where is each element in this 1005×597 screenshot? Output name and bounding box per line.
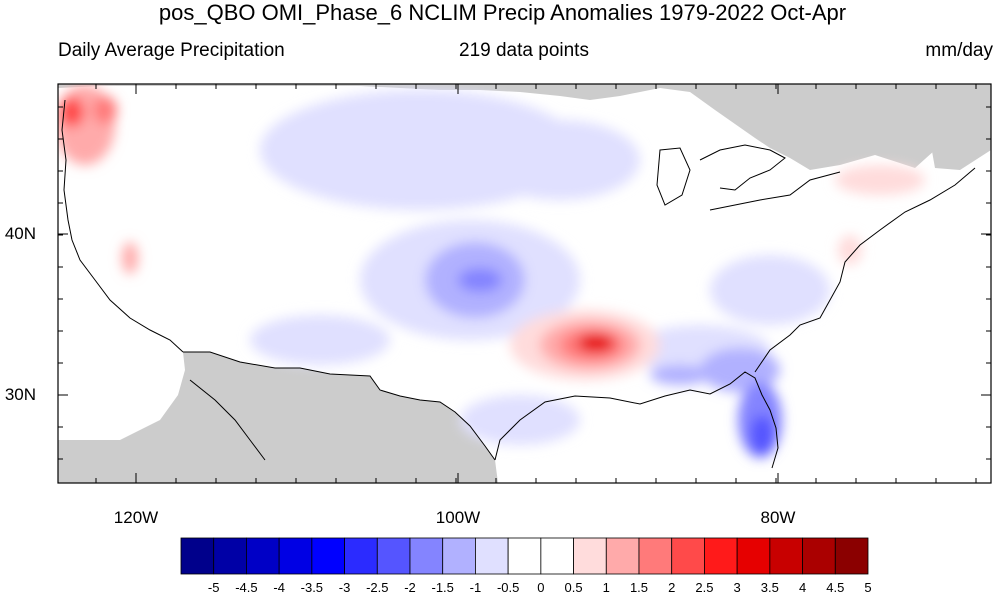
colorbar-swatch xyxy=(605,537,640,575)
subtitle-variable: Daily Average Precipitation xyxy=(58,40,285,61)
colorbar-tick-label: 2 xyxy=(668,580,676,595)
masked-region-mexico xyxy=(58,352,498,483)
colorbar-tick-label: 5 xyxy=(864,580,872,595)
lat-label-40n: 40N xyxy=(4,224,36,243)
plot-frame xyxy=(57,83,992,484)
colorbar-tick-label: 3 xyxy=(733,580,741,595)
colorbar-swatch xyxy=(638,537,673,575)
colorbar-tick-label: -3.5 xyxy=(300,580,324,595)
colorbar-tick-label: 4.5 xyxy=(826,580,845,595)
colorbar-tick-label: 4 xyxy=(798,580,807,595)
colorbar-swatch xyxy=(475,537,509,575)
colorbar-tick-label: -0.5 xyxy=(496,580,520,595)
frame-ticks xyxy=(58,84,991,483)
colorbar-tick-label: -2.5 xyxy=(366,580,389,595)
colorbar-swatch xyxy=(213,537,247,575)
colorbar-tick-label: 2.5 xyxy=(695,580,714,595)
colorbar-tick-label: 0 xyxy=(537,580,545,595)
colorbar-swatch xyxy=(736,537,771,575)
subtitle-units: mm/day xyxy=(925,40,993,61)
colorbar-swatch xyxy=(704,537,738,575)
colorbar-swatch xyxy=(409,537,444,575)
colorbar-tick-label: -5 xyxy=(207,580,220,595)
colorbar-swatch xyxy=(344,537,378,575)
colorbar-swatch xyxy=(278,537,313,575)
colorbar-tick-label: -2 xyxy=(404,580,416,595)
colorbar-swatch xyxy=(802,537,836,575)
colorbar-swatch xyxy=(180,537,215,575)
colorbar-tick-label: 1.5 xyxy=(629,580,649,595)
lon-label-120w: 120W xyxy=(113,508,159,527)
coastlines xyxy=(61,99,976,469)
lon-label-80w: 80W xyxy=(760,508,796,527)
colorbar-swatch xyxy=(246,537,280,575)
colorbar-swatch xyxy=(376,537,411,575)
colorbar-tick-label: -4.5 xyxy=(235,580,258,595)
colorbar-swatch xyxy=(834,537,869,575)
colorbar-tick-label: 0.5 xyxy=(564,580,583,595)
colorbar-swatch xyxy=(540,537,574,575)
colorbar-tick-label: -1.5 xyxy=(431,580,454,595)
colorbar-swatch xyxy=(573,537,607,575)
colorbar-swatch xyxy=(769,537,803,575)
subtitle-count: 219 data points xyxy=(459,40,589,61)
lat-label-30n: 30N xyxy=(4,385,36,404)
colorbar-swatch xyxy=(442,537,476,575)
colorbar-swatch xyxy=(671,537,705,575)
colorbar-swatch xyxy=(311,537,345,575)
colorbar xyxy=(180,537,869,575)
colorbar-tick-label: -3 xyxy=(338,580,351,595)
colorbar-tick-label: -1 xyxy=(469,580,482,595)
colorbar-tick-label: -4 xyxy=(273,580,285,595)
lon-label-100w: 100W xyxy=(435,508,481,527)
map-title: pos_QBO OMI_Phase_6 NCLIM Precip Anomali… xyxy=(158,0,847,25)
colorbar-tick-label: 3.5 xyxy=(760,580,779,595)
colorbar-swatch xyxy=(507,537,542,575)
masked-region-canada xyxy=(58,84,991,170)
colorbar-tick-label: 1 xyxy=(602,580,610,595)
